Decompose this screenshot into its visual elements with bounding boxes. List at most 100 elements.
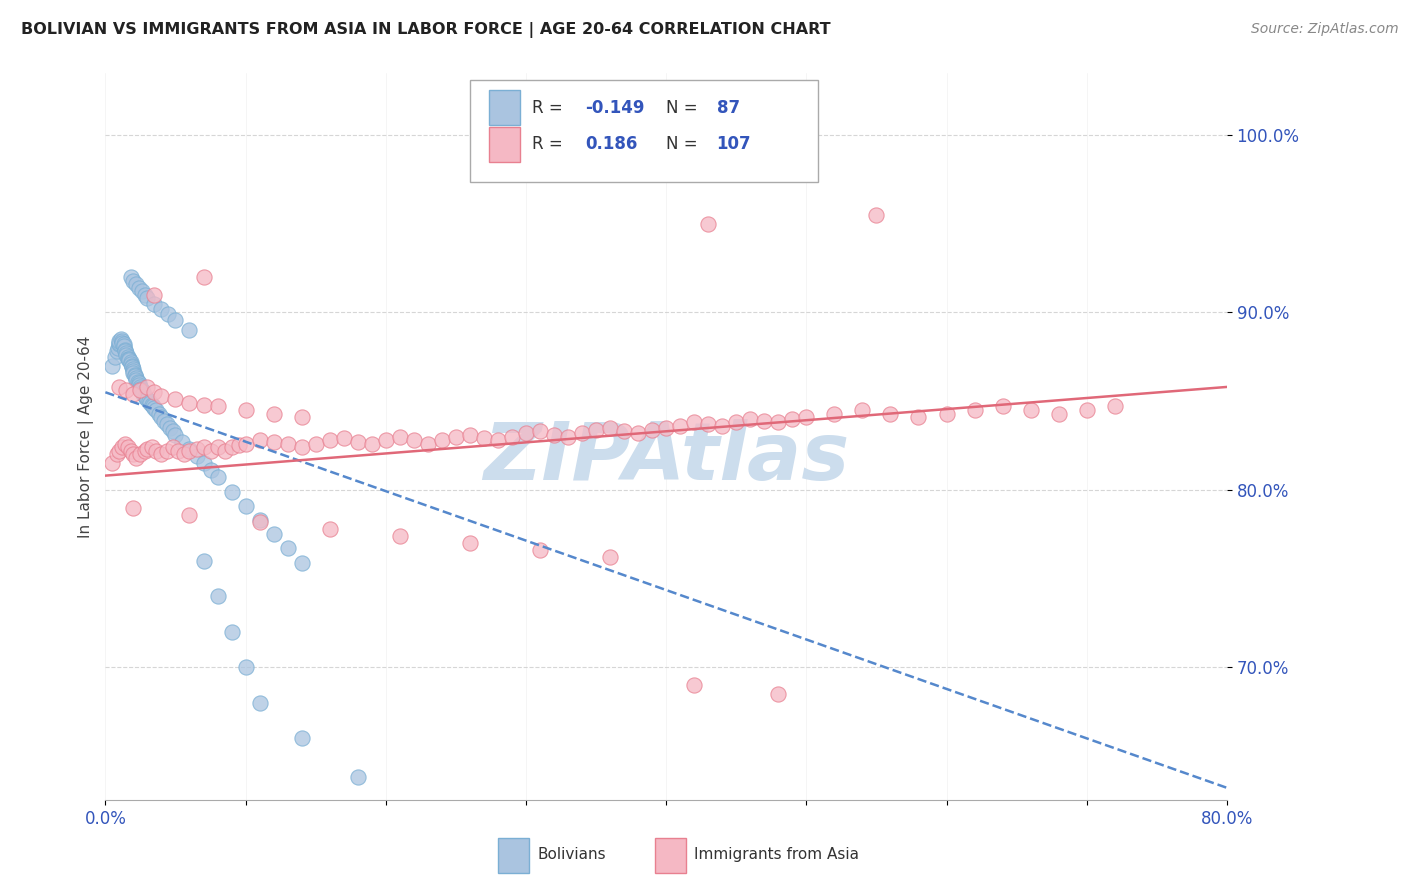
Point (768, 416, 790, 430)
Point (108, 337, 131, 351)
Point (529, 424, 551, 438)
Point (125, 373, 148, 387)
Point (1019, 403, 1042, 417)
Point (125, 450, 148, 465)
Point (823, 407, 845, 421)
Point (374, 433, 396, 447)
Point (318, 433, 340, 447)
Point (114, 343, 136, 357)
Point (124, 369, 146, 384)
Y-axis label: In Labor Force | Age 20-64: In Labor Force | Age 20-64 (79, 335, 94, 538)
Point (165, 427, 187, 442)
Point (122, 366, 145, 380)
Point (131, 284, 153, 298)
Point (165, 312, 187, 326)
Point (207, 589, 229, 603)
Point (179, 443, 201, 458)
Point (851, 403, 873, 417)
Point (388, 529, 411, 543)
Point (121, 359, 143, 373)
Point (277, 541, 299, 556)
Point (101, 456, 124, 470)
Point (1076, 403, 1098, 417)
Point (136, 380, 159, 394)
Point (1104, 400, 1126, 414)
Point (249, 433, 271, 447)
Point (179, 396, 201, 410)
Point (173, 447, 195, 461)
Point (186, 442, 208, 456)
Point (150, 410, 173, 425)
Point (114, 344, 136, 359)
Point (193, 269, 215, 284)
Point (599, 421, 621, 435)
Point (711, 419, 734, 434)
Point (179, 442, 201, 456)
Point (186, 449, 208, 463)
Point (117, 351, 139, 366)
Point (122, 362, 145, 376)
Point (305, 436, 328, 450)
Point (249, 513, 271, 527)
Point (346, 770, 368, 784)
Point (145, 403, 167, 417)
Point (557, 429, 579, 443)
Point (697, 417, 720, 432)
Point (768, 687, 790, 701)
Point (112, 339, 135, 353)
Point (332, 431, 354, 445)
Point (157, 307, 180, 321)
Point (193, 440, 215, 454)
Point (263, 407, 285, 421)
Point (599, 550, 621, 565)
FancyBboxPatch shape (470, 80, 817, 182)
Point (235, 403, 257, 417)
Point (221, 624, 243, 639)
Point (132, 387, 155, 401)
Point (754, 414, 776, 428)
Point (613, 424, 636, 438)
Point (134, 287, 156, 301)
Point (150, 447, 173, 461)
Point (291, 440, 314, 454)
Point (108, 443, 131, 458)
Point (148, 407, 170, 421)
FancyBboxPatch shape (489, 127, 520, 161)
Text: -0.149: -0.149 (585, 99, 645, 117)
Point (128, 280, 150, 294)
Point (207, 470, 229, 484)
Point (529, 543, 551, 558)
Point (117, 350, 139, 364)
Point (129, 382, 152, 396)
Point (124, 368, 146, 382)
Point (879, 407, 901, 421)
Text: R =: R = (531, 136, 568, 153)
Point (118, 351, 141, 366)
Point (127, 375, 149, 389)
Text: Immigrants from Asia: Immigrants from Asia (695, 847, 859, 863)
Point (162, 440, 184, 454)
Point (142, 400, 165, 414)
Point (101, 359, 124, 373)
Point (120, 357, 142, 371)
Point (111, 335, 134, 350)
Point (193, 554, 215, 568)
Point (141, 440, 163, 454)
Text: Source: ZipAtlas.com: Source: ZipAtlas.com (1251, 22, 1399, 37)
Point (291, 731, 314, 746)
FancyBboxPatch shape (489, 90, 520, 126)
Point (118, 353, 141, 368)
Point (585, 423, 607, 437)
Point (104, 350, 127, 364)
Point (131, 384, 153, 398)
Point (458, 536, 481, 550)
Point (402, 433, 425, 447)
Point (543, 427, 565, 442)
Point (143, 287, 166, 301)
Point (655, 421, 678, 435)
Point (235, 436, 257, 450)
Point (249, 515, 271, 529)
Point (782, 412, 804, 426)
Point (725, 416, 748, 430)
Point (907, 410, 929, 425)
